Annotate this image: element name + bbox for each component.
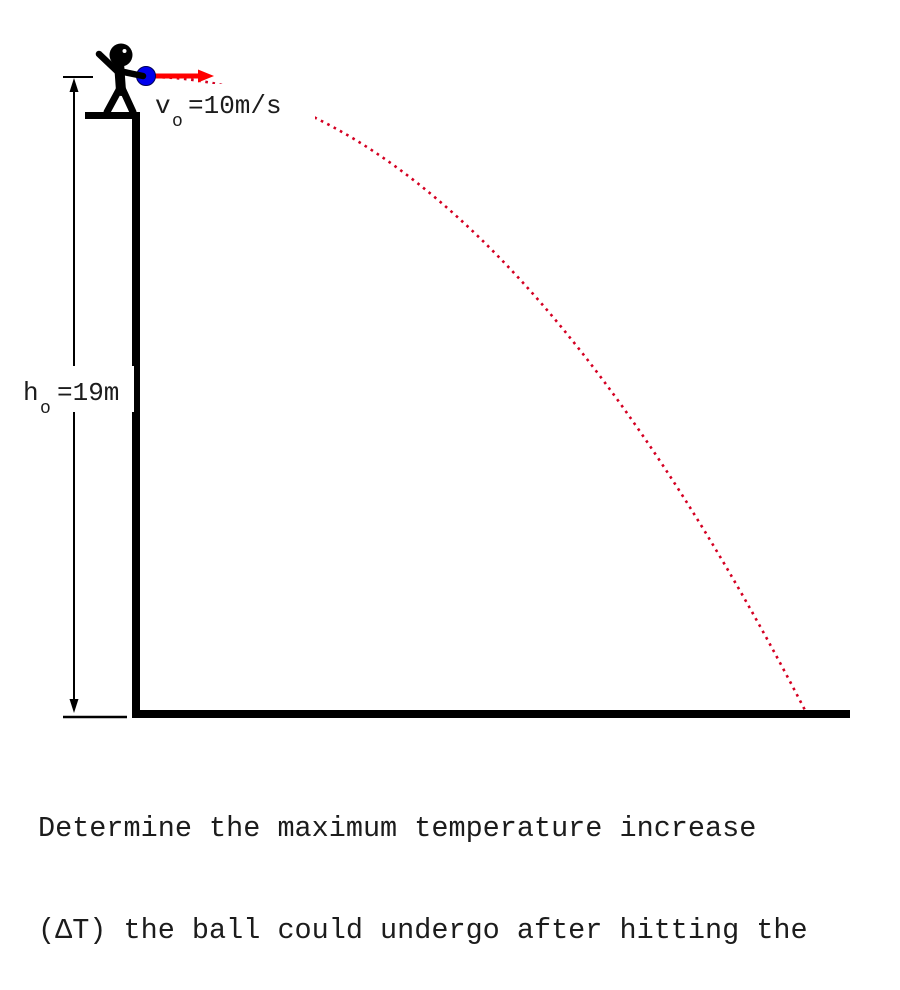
- height-subscript: o: [40, 399, 51, 419]
- ground-line: [133, 710, 850, 718]
- velocity-label: v o =10m/s: [150, 84, 315, 132]
- velocity-label-backing: [150, 84, 315, 132]
- height-label: h o =19m: [16, 366, 134, 419]
- platform-ledge: [85, 112, 140, 119]
- problem-text: Determine the maximum temperature increa…: [38, 744, 878, 990]
- figure-left-leg: [103, 84, 124, 116]
- up-arrowhead-icon: [69, 78, 79, 92]
- velocity-subscript: o: [172, 112, 183, 132]
- figure-throwing-arm: [115, 67, 147, 80]
- figure-back-arm: [95, 50, 122, 76]
- figure-eye: [122, 49, 127, 53]
- cliff-wall: [132, 112, 140, 718]
- trajectory-path: [147, 75, 810, 717]
- height-symbol: h: [23, 378, 39, 408]
- problem-line: (ΔT) the ball could undergo after hittin…: [38, 914, 808, 947]
- stick-figure: [95, 43, 147, 116]
- height-measure: [63, 76, 127, 719]
- down-arrowhead-icon: [69, 699, 79, 713]
- velocity-value: =10m/s: [188, 91, 282, 121]
- figure-right-leg: [118, 84, 137, 116]
- velocity-arrow: [150, 69, 214, 83]
- projectile-diagram: v o =10m/s h o =19m: [16, 43, 850, 719]
- velocity-arrowhead-icon: [198, 69, 214, 83]
- height-label-backing: [16, 366, 134, 412]
- problem-line: Determine the maximum temperature increa…: [38, 812, 757, 845]
- velocity-symbol: v: [155, 91, 171, 121]
- height-value: =19m: [57, 378, 119, 408]
